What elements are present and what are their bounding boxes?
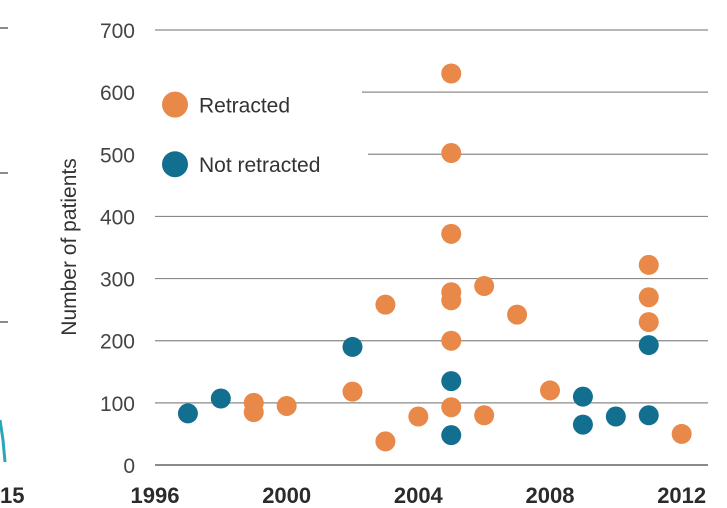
y-tick-label-600: 600 — [100, 82, 135, 105]
point-not-retracted-0 — [177, 403, 198, 424]
point-retracted-9 — [441, 223, 462, 244]
y-axis-label: Number of patients — [58, 158, 81, 335]
point-not-retracted-4 — [441, 425, 462, 446]
point-retracted-7 — [441, 63, 462, 84]
point-not-retracted-8 — [638, 335, 659, 356]
point-not-retracted-7 — [605, 406, 626, 427]
point-retracted-8 — [441, 143, 462, 164]
point-not-retracted-5 — [572, 386, 593, 407]
point-retracted-16 — [507, 304, 528, 325]
y-tick-label-700: 700 — [100, 20, 135, 43]
legend-label-not-retracted: Not retracted — [199, 154, 320, 177]
x-tick-label-2012: 2012 — [657, 483, 706, 508]
point-retracted-5 — [375, 431, 396, 452]
point-not-retracted-6 — [572, 414, 593, 435]
y-tick-label-400: 400 — [100, 206, 135, 229]
left-panel-x-tick-label: 15 — [0, 483, 24, 508]
x-tick-label-2004: 2004 — [394, 483, 444, 508]
y-tick-label-0: 0 — [123, 455, 135, 478]
point-not-retracted-3 — [441, 371, 462, 392]
y-tick-label-100: 100 — [100, 393, 135, 416]
point-retracted-11 — [441, 290, 462, 311]
legend-marker-retracted — [162, 91, 188, 118]
point-retracted-4 — [375, 294, 396, 315]
left-panel-line-fragment — [0, 419, 7, 463]
point-retracted-15 — [474, 405, 495, 426]
y-tick-label-300: 300 — [100, 269, 135, 292]
point-retracted-12 — [441, 330, 462, 351]
legend-marker-not-retracted — [162, 151, 188, 178]
legend-label-retracted: Retracted — [199, 95, 290, 118]
point-not-retracted-2 — [342, 336, 363, 357]
point-retracted-17 — [540, 380, 560, 401]
x-tick-label-2008: 2008 — [526, 483, 575, 508]
point-retracted-2 — [276, 395, 297, 416]
point-retracted-6 — [408, 406, 429, 427]
point-retracted-14 — [474, 276, 495, 297]
x-tick-label-2000: 2000 — [262, 483, 311, 508]
point-retracted-21 — [671, 423, 692, 444]
x-tick-label-1996: 1996 — [131, 483, 180, 508]
point-not-retracted-9 — [638, 405, 659, 426]
y-tick-label-500: 500 — [100, 144, 135, 167]
point-retracted-20 — [638, 312, 659, 333]
point-retracted-18 — [638, 254, 659, 275]
point-retracted-3 — [342, 381, 363, 402]
point-retracted-19 — [638, 287, 659, 308]
point-retracted-1 — [243, 402, 264, 423]
y-tick-label-200: 200 — [100, 331, 135, 354]
point-retracted-13 — [441, 397, 462, 418]
point-not-retracted-1 — [210, 388, 231, 409]
